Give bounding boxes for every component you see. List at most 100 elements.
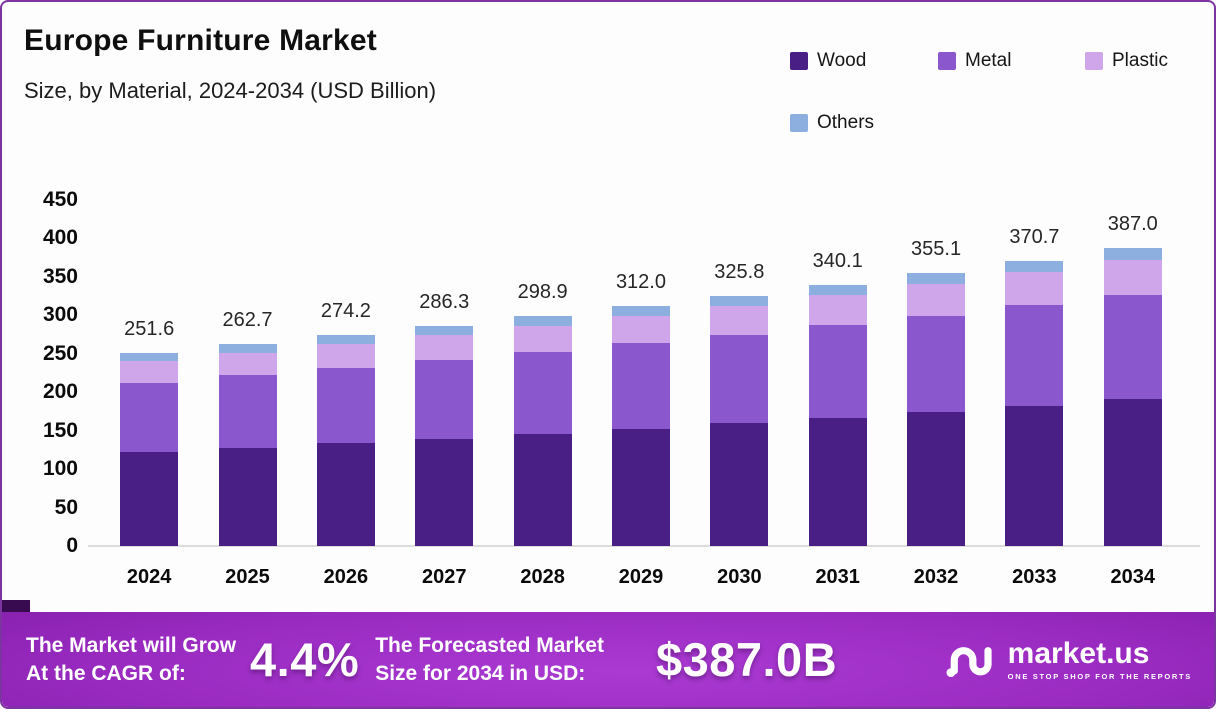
bar-total-label: 325.8 — [714, 260, 765, 283]
bar-segment-plastic — [218, 352, 277, 376]
y-axis-tick: 100 — [42, 457, 78, 481]
bar-segment-metal — [513, 351, 572, 434]
stacked-bar-2027 — [415, 325, 474, 546]
bar-segment-plastic — [611, 315, 670, 344]
x-axis-label: 2025 — [225, 566, 270, 588]
stacked-bar-2034 — [1103, 248, 1162, 546]
cagr-label: The Market will Grow At the CAGR of: — [26, 632, 236, 687]
bar-segment-wood — [1103, 399, 1162, 546]
bar-segment-others — [1005, 261, 1064, 273]
bar-group-2025: 262.7 — [198, 200, 296, 546]
bar-segment-metal — [120, 382, 179, 453]
x-axis-label: 2030 — [717, 566, 762, 588]
legend-item-others: Others — [790, 112, 874, 134]
x-axis-label: 2028 — [520, 566, 565, 588]
stacked-bar-2032 — [907, 273, 966, 546]
y-axis-tick: 50 — [54, 495, 78, 519]
forecast-label-line1: The Forecasted Market — [375, 634, 604, 658]
y-axis-tick: 300 — [42, 303, 78, 327]
y-axis-tick: 450 — [42, 188, 78, 211]
bar-total-label: 387.0 — [1107, 213, 1158, 236]
bar-segment-wood — [218, 447, 277, 546]
x-axis-label: 2032 — [913, 566, 959, 588]
bar-group-2026: 274.2 — [297, 200, 395, 546]
legend-label: Others — [817, 112, 875, 133]
bar-total-label: 251.6 — [124, 317, 175, 340]
y-axis-tick: 150 — [42, 418, 78, 442]
stacked-bar-2025 — [218, 344, 277, 546]
legend-label: Plastic — [1112, 50, 1168, 71]
stacked-bar-2028 — [513, 316, 572, 546]
bar-segment-others — [710, 295, 769, 306]
bar-total-label: 262.7 — [222, 309, 273, 332]
bar-segment-wood — [611, 428, 670, 546]
bar-segment-metal — [415, 360, 474, 439]
x-axis-label: 2026 — [323, 566, 369, 588]
legend-item-wood: Wood — [790, 50, 866, 72]
x-axis-line — [88, 545, 1200, 547]
bar-segment-plastic — [415, 335, 474, 361]
stacked-bar-2024 — [120, 352, 179, 546]
legend-swatch-wood — [790, 52, 808, 70]
bar-group-2028: 298.9 — [493, 200, 591, 546]
bar-segment-wood — [513, 433, 572, 546]
bar-segment-metal — [907, 315, 966, 412]
bar-segment-plastic — [513, 325, 572, 352]
bar-segment-others — [218, 344, 277, 353]
brand-name: market.us — [1007, 636, 1150, 670]
cagr-label-line2: At the CAGR of: — [26, 661, 186, 685]
bar-total-label: 370.7 — [1009, 225, 1060, 248]
bar-total-label: 340.1 — [812, 249, 863, 272]
legend-swatch-metal — [938, 52, 956, 70]
x-axis-label: 2034 — [1110, 566, 1156, 588]
stacked-bar-2026 — [316, 335, 375, 546]
stacked-bar-2033 — [1005, 261, 1064, 546]
y-axis-tick: 200 — [42, 380, 78, 404]
legend: Wood Metal Plastic Others — [790, 46, 1200, 146]
bar-group-2032: 355.1 — [887, 200, 985, 546]
plot-area: 251.6 262.7 274.2 286.3 298.9 312.0 325.8 340.1… — [100, 200, 1182, 546]
brand-logo: market.us ONE STOP SHOP FOR THE REPORTS — [945, 637, 1192, 683]
page-title: Europe Furniture Market — [24, 24, 377, 57]
cagr-banner: The Market will Grow At the CAGR of: 4.4… — [2, 612, 1214, 707]
stacked-bar-2029 — [611, 306, 670, 546]
bar-segment-wood — [808, 417, 867, 546]
y-axis-tick: 0 — [66, 534, 78, 557]
bar-segment-plastic — [710, 305, 769, 335]
legend-item-metal: Metal — [938, 50, 1011, 72]
bar-group-2033: 370.7 — [985, 200, 1083, 546]
bar-group-2027: 286.3 — [395, 200, 493, 546]
bar-segment-wood — [1005, 405, 1064, 546]
bar-total-label: 298.9 — [517, 281, 568, 304]
bar-group-2029: 312.0 — [592, 200, 690, 546]
legend-swatch-plastic — [1085, 52, 1103, 70]
brand-tagline: ONE STOP SHOP FOR THE REPORTS — [1007, 671, 1192, 681]
bar-segment-plastic — [907, 283, 966, 316]
bar-segment-others — [907, 273, 966, 284]
bar-group-2024: 251.6 — [100, 200, 198, 546]
bar-segment-others — [120, 352, 179, 361]
forecast-value: $387.0B — [655, 633, 838, 686]
forecast-label: The Forecasted Market Size for 2034 in U… — [375, 632, 604, 687]
x-axis-label: 2033 — [1012, 566, 1057, 588]
bar-segment-others — [316, 335, 375, 345]
bar-segment-plastic — [316, 344, 375, 368]
bar-group-2030: 325.8 — [690, 200, 788, 546]
x-axis-label: 2029 — [618, 566, 664, 588]
y-axis-tick: 350 — [42, 264, 78, 288]
bar-segment-others — [611, 306, 670, 316]
bar-group-2031: 340.1 — [789, 200, 887, 546]
bar-segment-plastic — [1005, 272, 1064, 306]
marketus-logo-icon — [946, 646, 992, 677]
bar-segment-plastic — [808, 295, 867, 326]
chart-subtitle: Size, by Material, 2024-2034 (USD Billio… — [24, 78, 437, 103]
bar-segment-others — [808, 284, 867, 295]
x-axis-label: 2024 — [126, 566, 172, 588]
bar-segment-wood — [316, 443, 375, 546]
cagr-value: 4.4% — [250, 633, 360, 686]
bar-segment-metal — [808, 325, 867, 418]
x-axis-labels: 2024 2025 2026 2027 2028 2029 2030 2031 2032 2033… — [100, 566, 1182, 589]
bar-segment-metal — [710, 334, 769, 424]
bar-segment-metal — [1103, 294, 1162, 400]
banner-fold-decoration — [2, 600, 30, 613]
